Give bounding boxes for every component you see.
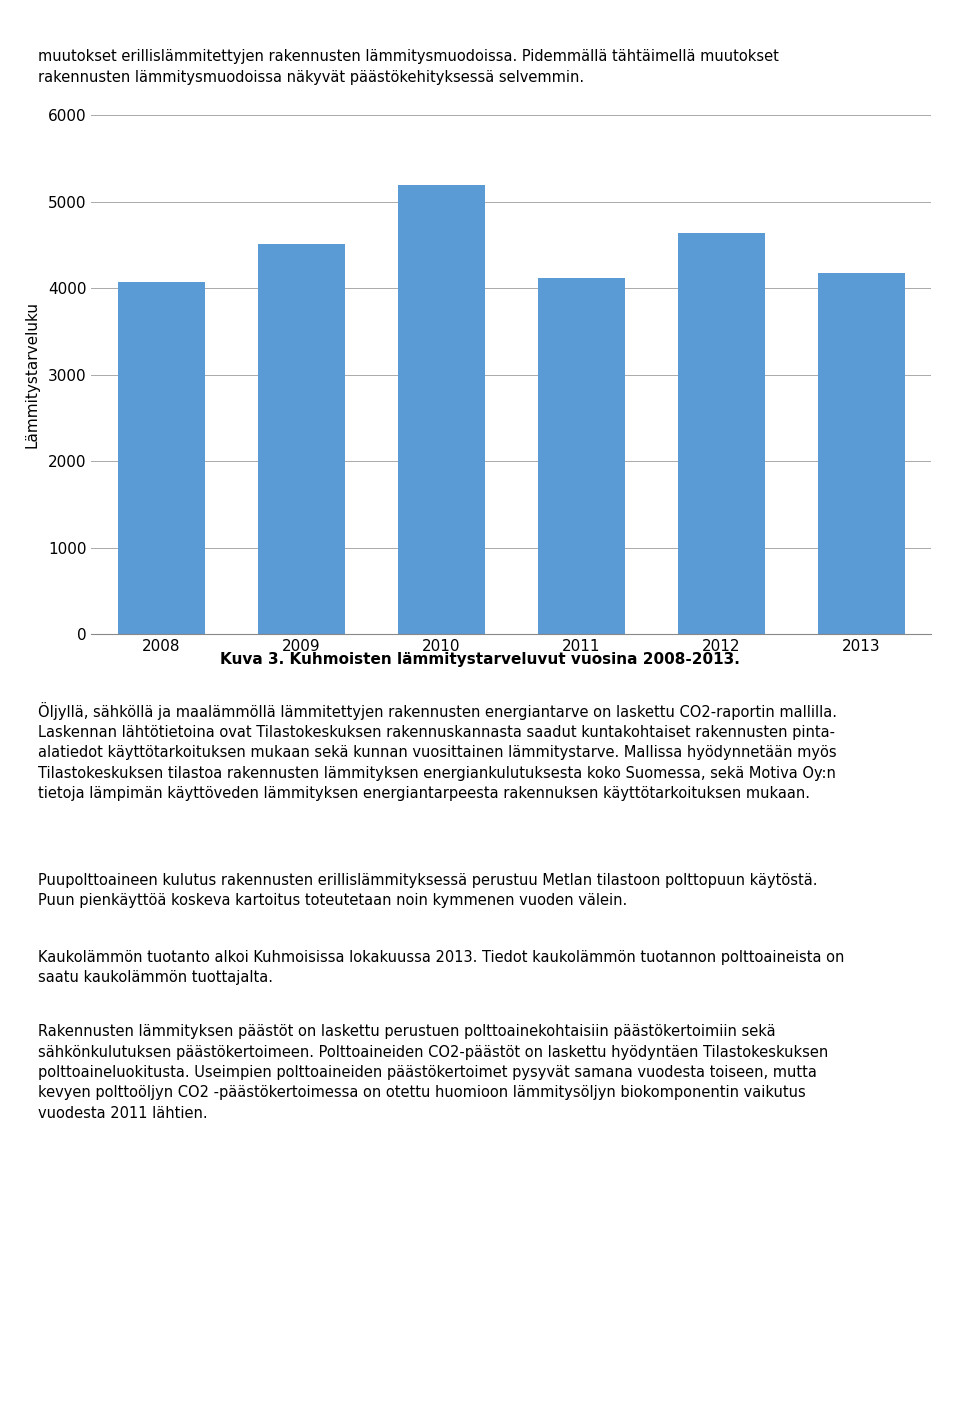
Text: CO2-RAPORTTI  |  BENVIROC OY 2014: CO2-RAPORTTI | BENVIROC OY 2014 (29, 1360, 289, 1374)
Text: Puupolttoaineen kulutus rakennusten erillislämmityksessä perustuu Metlan tilasto: Puupolttoaineen kulutus rakennusten eril… (38, 873, 818, 908)
Text: Rakennusten lämmityksen päästöt on laskettu perustuen polttoainekohtaisiin pääst: Rakennusten lämmityksen päästöt on laske… (38, 1024, 828, 1121)
Text: Öljyllä, sähköllä ja maalämmöllä lämmitettyjen rakennusten energiantarve on lask: Öljyllä, sähköllä ja maalämmöllä lämmite… (38, 702, 837, 801)
Bar (397, 185, 485, 634)
Bar (258, 244, 345, 634)
Bar (678, 233, 764, 634)
Text: 14: 14 (902, 1357, 931, 1376)
Y-axis label: Lämmitystarveluku: Lämmitystarveluku (24, 302, 39, 448)
Bar (118, 282, 204, 634)
Text: Kuva 3. Kuhmoisten lämmitystarveluvut vuosina 2008-2013.: Kuva 3. Kuhmoisten lämmitystarveluvut vu… (220, 652, 740, 668)
Bar (538, 278, 625, 634)
Text: Kaukolämmön tuotanto alkoi Kuhmoisissa lokakuussa 2013. Tiedot kaukolämmön tuota: Kaukolämmön tuotanto alkoi Kuhmoisissa l… (38, 950, 845, 985)
Bar (818, 274, 904, 634)
Text: muutokset erillislämmitettyjen rakennusten lämmitysmuodoissa. Pidemmällä tähtäim: muutokset erillislämmitettyjen rakennust… (38, 49, 780, 86)
